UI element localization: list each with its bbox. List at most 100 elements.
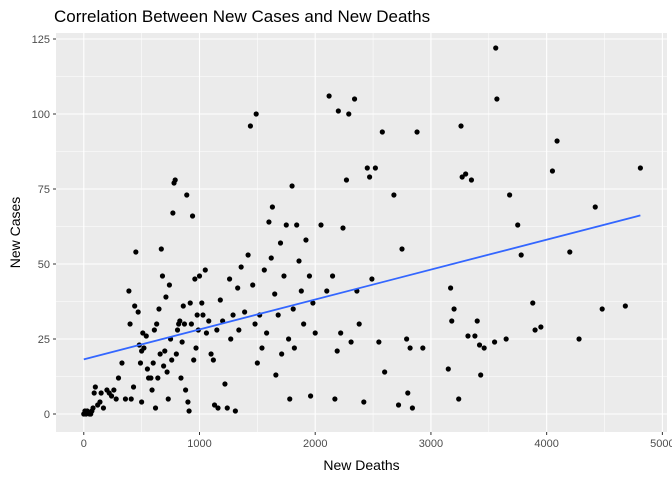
data-point [472,333,478,339]
data-point [291,345,297,351]
data-point [478,372,484,378]
data-point [187,300,193,306]
data-point [307,393,314,399]
data-point [266,219,272,225]
data-point [279,351,285,357]
data-point [192,276,198,282]
data-point [210,357,216,363]
data-point [592,204,598,210]
data-point [91,390,97,396]
data-point [348,339,354,345]
data-point [144,366,151,372]
y-tick-label: 100 [32,109,50,121]
data-point [247,123,254,129]
data-point [215,405,221,411]
data-point [294,222,300,228]
data-point [361,399,367,405]
data-point [622,303,628,309]
x-axis-title: New Deaths [323,457,399,473]
data-point [298,288,304,294]
data-point [222,381,228,387]
data-point [326,93,332,99]
data-point [324,288,330,294]
data-point [194,312,200,318]
data-point [184,192,190,198]
data-point [224,405,230,411]
data-point [451,306,457,312]
data-point [199,300,205,306]
data-point [312,330,318,336]
data-point [459,174,465,180]
data-point [148,375,154,381]
data-point [126,288,132,294]
data-point [356,321,362,327]
data-point [242,309,248,315]
trend-line [83,214,641,361]
data-point [391,192,397,198]
plot-panel [56,33,667,432]
data-point [530,300,536,306]
data-point [180,303,186,309]
data-point [277,240,284,246]
data-point [137,360,144,366]
data-point [115,375,122,381]
data-point [283,222,289,228]
data-point [108,393,115,399]
data-point [253,111,259,117]
data-point [476,342,483,348]
data-point [599,306,605,312]
data-point [264,330,270,336]
data-point [549,168,556,174]
data-point [287,396,293,402]
data-point [507,192,513,198]
data-point [369,276,375,282]
y-tick-label: 25 [38,334,50,346]
data-point [179,339,185,345]
data-point [268,255,274,261]
data-point [166,282,173,288]
data-point [332,396,338,402]
trend-line-layer [83,214,641,361]
data-point [169,357,175,363]
data-point [202,267,208,273]
data-point [285,336,292,342]
data-point [338,330,344,336]
data-point [193,345,199,351]
y-tick-label: 125 [32,34,50,46]
data-point [139,399,145,405]
data-point [367,174,373,180]
data-point [203,330,210,336]
data-point [245,252,251,258]
data-point [156,306,162,312]
data-point [158,246,164,252]
data-point [474,318,480,324]
data-point [127,321,133,327]
data-point [208,351,214,357]
data-point [188,321,194,327]
data-point [329,273,336,279]
data-point [303,237,309,243]
data-point [135,309,141,315]
data-point [235,285,241,291]
data-point [149,387,155,393]
data-point [273,372,279,378]
data-point [458,123,464,129]
data-point [170,210,176,216]
y-tick-label: 0 [44,409,50,421]
data-point [122,396,129,402]
data-point [340,225,346,231]
data-point [493,45,499,51]
data-point [230,312,236,318]
data-point [143,333,149,339]
data-point [296,258,302,264]
data-point [236,327,242,333]
data-point [200,312,206,318]
data-point [183,387,189,393]
data-point [163,294,169,300]
data-point [491,339,498,345]
data-point [130,384,137,390]
data-point [538,324,544,330]
data-point [404,336,410,342]
data-point [306,273,313,279]
